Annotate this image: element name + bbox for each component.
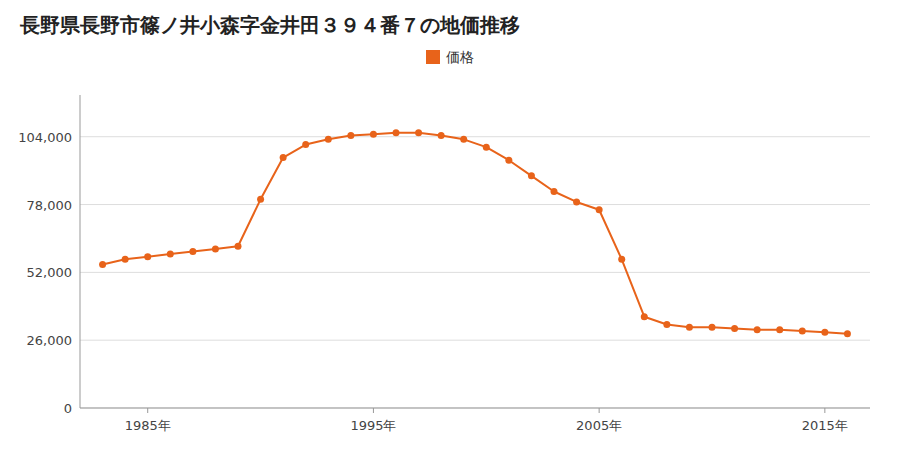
x-tick-label: 2015年: [802, 418, 848, 433]
y-tick-label: 78,000: [27, 198, 73, 213]
y-axis-line: [80, 95, 81, 408]
point: [325, 136, 332, 143]
grid-line: [80, 136, 870, 137]
point: [709, 324, 716, 331]
grid-line: [80, 204, 870, 205]
point: [370, 131, 377, 138]
point: [415, 129, 422, 136]
point: [235, 243, 242, 250]
x-tick-label: 2005年: [576, 418, 622, 433]
x-axis: 1985年 1995年 2005年 2015年: [80, 408, 870, 433]
point: [505, 157, 512, 164]
point: [257, 196, 264, 203]
x-tick-label: 1995年: [350, 418, 396, 433]
point: [551, 188, 558, 195]
point: [821, 329, 828, 336]
point: [844, 330, 851, 337]
y-tick-label: 0: [64, 401, 72, 416]
y-tick-label: 104,000: [18, 130, 72, 145]
point: [167, 251, 174, 258]
point: [799, 328, 806, 335]
legend-label: 価格: [446, 49, 474, 65]
y-axis: 0 26,000 52,000 78,000 104,000: [18, 95, 870, 416]
point: [776, 326, 783, 333]
point: [596, 206, 603, 213]
point: [393, 129, 400, 136]
title: 長野県長野市篠ノ井小森字金井田３９４番７の地価推移: [19, 13, 520, 37]
plot-area: [99, 129, 851, 337]
x-tick: [824, 408, 825, 413]
x-axis-line: [80, 408, 870, 409]
point: [302, 141, 309, 148]
y-tick-label: 26,000: [27, 333, 73, 348]
point: [212, 245, 219, 252]
chart: 長野県長野市篠ノ井小森字金井田３９４番７の地価推移価格 0 26,000 52,000…: [0, 0, 900, 450]
point: [573, 198, 580, 205]
point: [641, 313, 648, 320]
point: [122, 256, 129, 263]
point: [347, 132, 354, 139]
point: [483, 144, 490, 151]
line: [103, 133, 848, 334]
x-tick-label: 1985年: [125, 418, 171, 433]
point: [460, 136, 467, 143]
point: [189, 248, 196, 255]
x-tick: [599, 408, 600, 413]
point: [686, 324, 693, 331]
point: [438, 132, 445, 139]
point: [618, 256, 625, 263]
legend: 価格: [426, 49, 474, 65]
point: [280, 154, 287, 161]
point: [663, 321, 670, 328]
y-tick-label: 52,000: [27, 265, 73, 280]
grid-line: [80, 272, 870, 273]
point: [99, 261, 106, 268]
point: [528, 172, 535, 179]
grid-line: [80, 408, 870, 409]
point: [754, 326, 761, 333]
x-tick: [373, 408, 374, 413]
point: [144, 253, 151, 260]
x-tick: [147, 408, 148, 413]
grid-line: [80, 340, 870, 341]
legend-swatch: [426, 50, 440, 64]
point: [731, 325, 738, 332]
